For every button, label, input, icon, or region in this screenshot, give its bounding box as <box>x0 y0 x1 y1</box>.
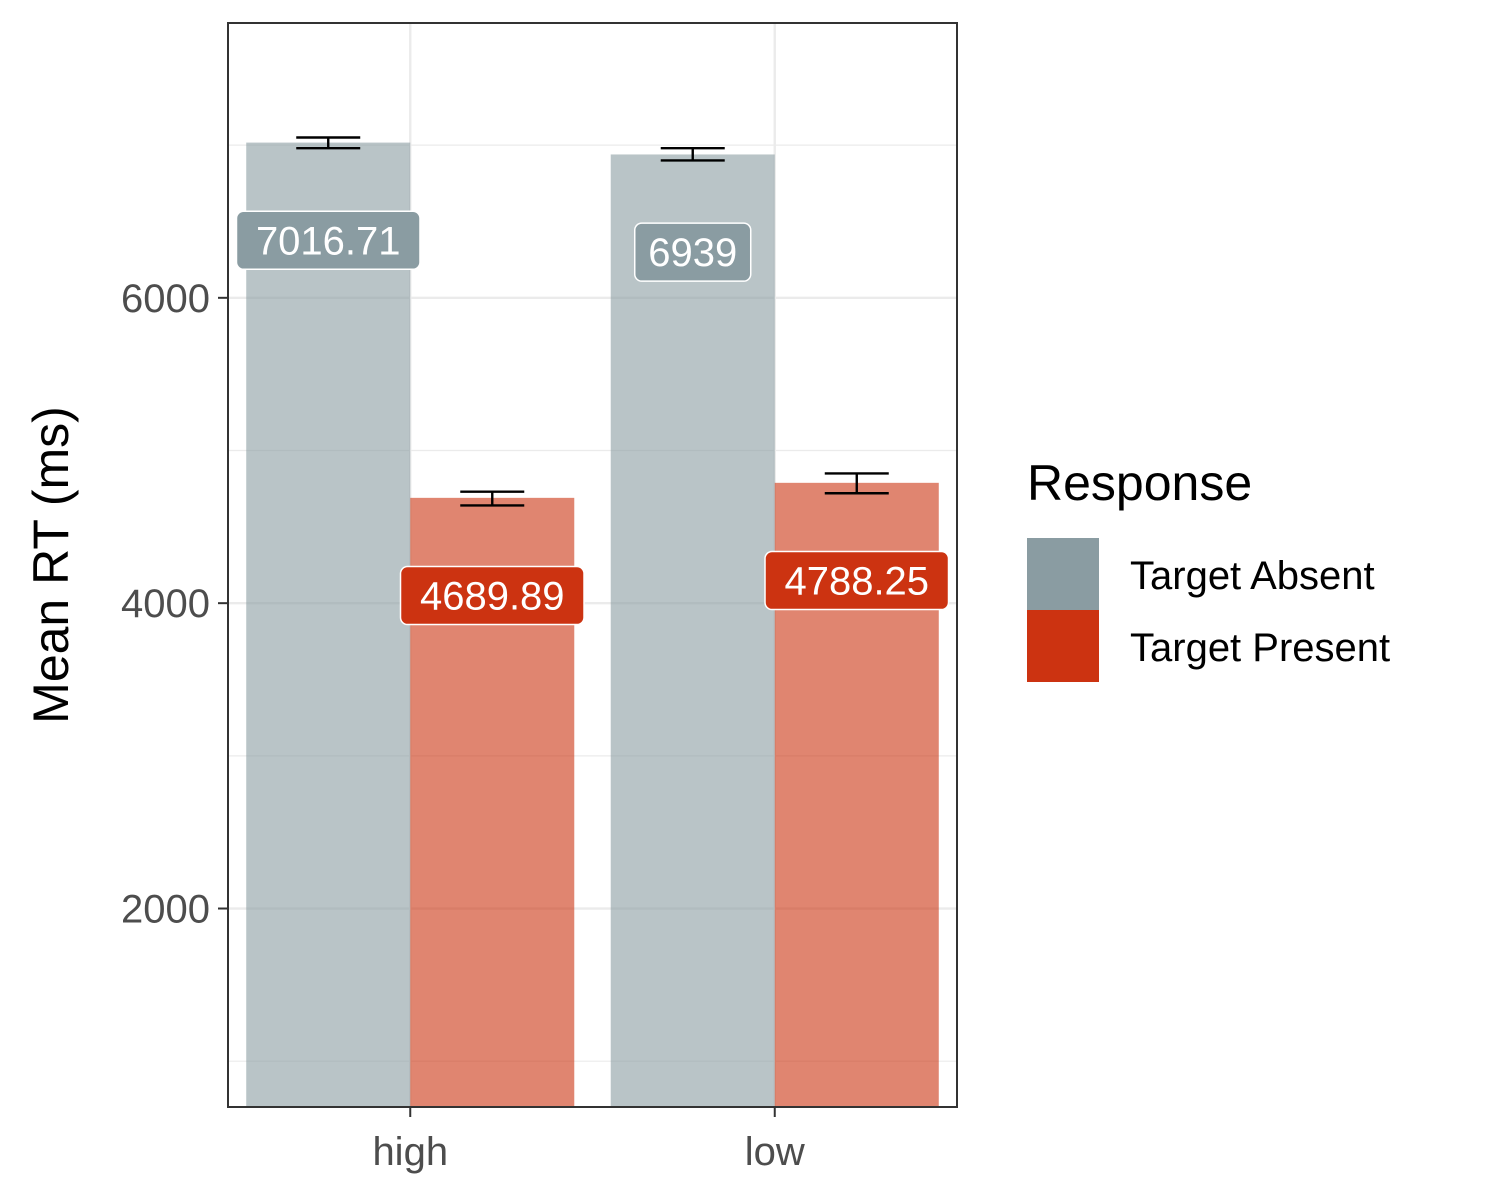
data-label-box <box>399 565 585 626</box>
data-label: 7016.71 <box>256 219 401 263</box>
bar-target-absent-high <box>246 142 411 1108</box>
axes: 2000 4000 6000 high low <box>121 277 805 1174</box>
data-label-box <box>633 222 752 282</box>
legend-key <box>1027 610 1099 682</box>
legend-key <box>1027 538 1099 610</box>
plot-border <box>227 22 958 1108</box>
data-label-box <box>764 550 950 611</box>
data-label: 4788.25 <box>784 560 929 604</box>
error-bars <box>296 136 889 507</box>
y-axis-title: Mean RT (ms) <box>23 406 79 724</box>
bars <box>246 142 939 1108</box>
y-tick-label: 4000 <box>121 582 210 626</box>
legend-label: Target Absent <box>1130 554 1375 598</box>
data-label: 4689.89 <box>420 575 565 619</box>
data-label: 6939 <box>648 231 737 275</box>
x-tick-label: high <box>372 1130 448 1174</box>
legend-title: Response <box>1027 455 1252 511</box>
data-label-box <box>235 210 421 271</box>
bar-target-absent-low <box>610 154 775 1107</box>
legend-label: Target Present <box>1130 626 1390 670</box>
legend: Response Target Absent Target Present <box>1027 455 1390 682</box>
y-tick-label: 2000 <box>121 888 210 932</box>
data-labels: 7016.71 6939 4689.89 4788.25 <box>235 210 950 626</box>
x-tick-label: low <box>745 1130 805 1174</box>
y-tick-label: 6000 <box>121 277 210 321</box>
